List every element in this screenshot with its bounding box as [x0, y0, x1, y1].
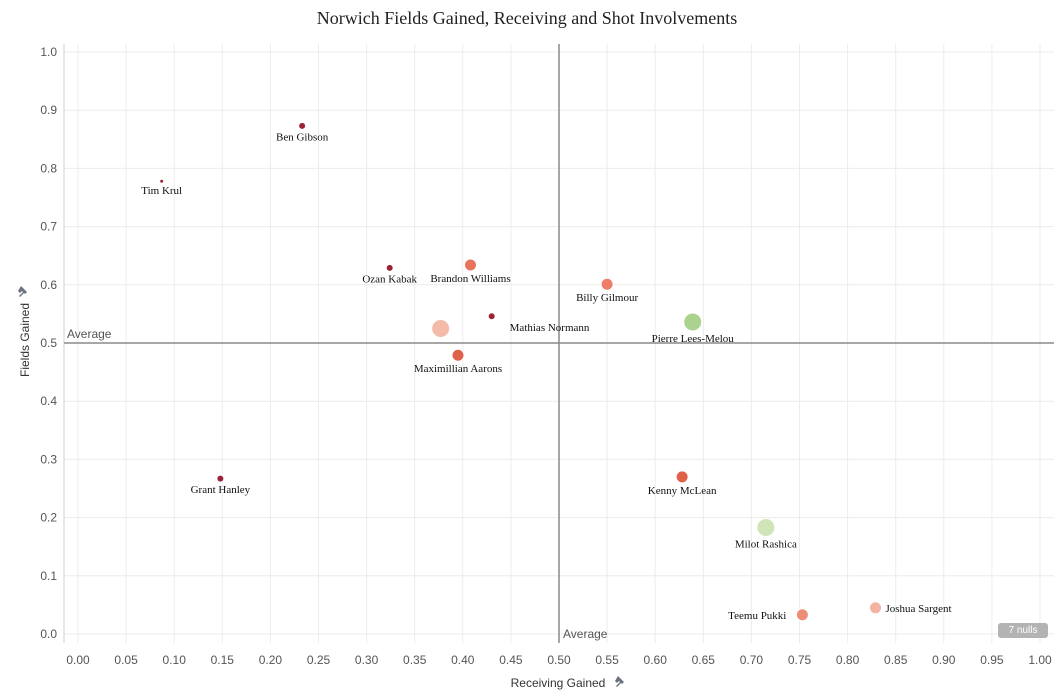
- scatter-point[interactable]: [683, 312, 703, 332]
- x-tick-label: 0.40: [451, 653, 475, 667]
- x-average-label: Average: [563, 627, 608, 641]
- scatter-point[interactable]: [216, 474, 225, 483]
- x-tick-label: 0.55: [595, 653, 619, 667]
- point-label: Tim Krul: [141, 185, 182, 197]
- y-tick-label: 0.1: [40, 569, 57, 583]
- y-tick-label: 0.8: [40, 161, 57, 175]
- data-points: [159, 121, 882, 622]
- x-tick-label: 1.00: [1028, 653, 1052, 667]
- x-tick-label: 0.75: [788, 653, 812, 667]
- x-tick-label: 0.90: [932, 653, 956, 667]
- chart-title: Norwich Fields Gained, Receiving and Sho…: [316, 8, 738, 28]
- x-tick-label: 0.00: [66, 653, 90, 667]
- point-label: Ozan Kabak: [362, 273, 417, 285]
- point-label: Mathias Normann: [510, 322, 590, 334]
- scatter-point[interactable]: [385, 263, 394, 272]
- y-tick-label: 0.5: [40, 336, 57, 350]
- y-tick-label: 0.9: [40, 103, 57, 117]
- x-tick-label: 0.25: [307, 653, 331, 667]
- reference-lines: Average Average: [64, 44, 1054, 643]
- x-tick-label: 0.80: [836, 653, 860, 667]
- scatter-point[interactable]: [298, 121, 307, 130]
- x-tick-label: 0.35: [403, 653, 427, 667]
- point-label: Ben Gibson: [276, 131, 329, 143]
- x-tick-label: 0.85: [884, 653, 908, 667]
- point-label: Maximillian Aarons: [414, 363, 502, 375]
- point-label: Brandon Williams: [430, 273, 510, 285]
- x-tick-label: 0.20: [259, 653, 283, 667]
- x-tick-label: 0.95: [980, 653, 1004, 667]
- point-label: Milot Rashica: [735, 538, 797, 550]
- y-tick-label: 0.0: [40, 627, 57, 641]
- x-tick-label: 0.05: [114, 653, 138, 667]
- point-label: Billy Gilmour: [576, 292, 638, 304]
- x-tick-label: 0.10: [163, 653, 187, 667]
- point-label: Joshua Sargent: [885, 603, 951, 615]
- scatter-point[interactable]: [451, 348, 465, 362]
- point-label: Pierre Lees-Melou: [652, 333, 735, 345]
- x-tick-label: 0.70: [740, 653, 764, 667]
- y-tick-label: 1.0: [40, 45, 57, 59]
- scatter-point[interactable]: [868, 601, 882, 615]
- scatter-point[interactable]: [756, 517, 776, 537]
- x-axis-pin-icon[interactable]: [615, 676, 624, 687]
- point-label: Kenny McLean: [648, 485, 717, 497]
- scatter-point[interactable]: [159, 178, 165, 184]
- x-tick-label: 0.50: [547, 653, 571, 667]
- nulls-badge[interactable]: 7 nulls: [998, 623, 1048, 638]
- y-tick-label: 0.3: [40, 452, 57, 466]
- axis-ticks: 0.00 0.05 0.10 0.15 0.20 0.25 0.30 0.35 0.40 0.45…: [40, 45, 1052, 667]
- scatter-point[interactable]: [431, 318, 451, 338]
- x-tick-label: 0.60: [644, 653, 668, 667]
- y-tick-label: 0.7: [40, 220, 57, 234]
- x-tick-label: 0.65: [692, 653, 716, 667]
- scatter-point[interactable]: [463, 258, 477, 272]
- scatter-point[interactable]: [795, 608, 809, 622]
- point-labels: Ben Gibson Tim Krul Ozan Kabak Brandon Will…: [141, 131, 951, 621]
- x-tick-label: 0.45: [499, 653, 523, 667]
- scatter-point[interactable]: [675, 470, 689, 484]
- point-label: Grant Hanley: [191, 484, 251, 496]
- scatter-point[interactable]: [600, 277, 614, 291]
- x-axis-title[interactable]: Receiving Gained: [511, 676, 606, 690]
- y-tick-label: 0.2: [40, 511, 57, 525]
- x-tick-label: 0.15: [211, 653, 235, 667]
- y-tick-label: 0.4: [40, 394, 57, 408]
- point-label: Teemu Pukki: [728, 610, 786, 622]
- y-axis-title[interactable]: Fields Gained: [18, 303, 32, 377]
- y-average-label: Average: [67, 327, 112, 341]
- y-axis-pin-icon[interactable]: [18, 286, 27, 297]
- scatter-point[interactable]: [487, 312, 496, 321]
- y-tick-label: 0.6: [40, 278, 57, 292]
- x-tick-label: 0.30: [355, 653, 379, 667]
